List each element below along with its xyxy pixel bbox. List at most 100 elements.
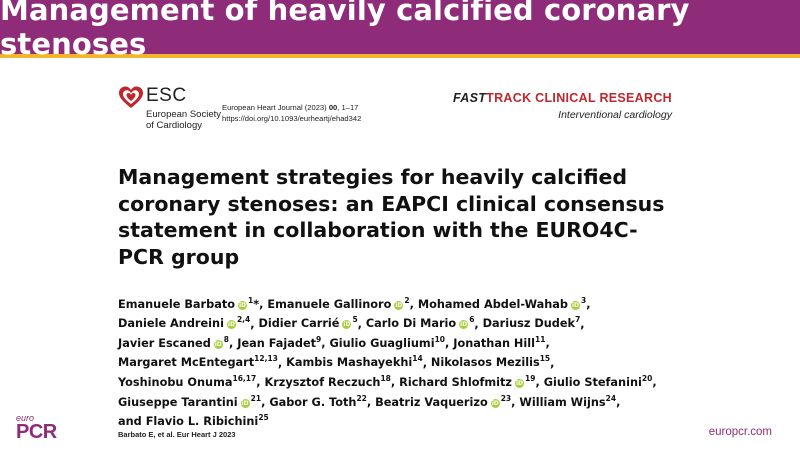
orcid-icon[interactable]: iD	[571, 300, 581, 310]
author-affiliation: 24	[605, 393, 617, 403]
author-affiliation: 21	[250, 393, 262, 403]
orcid-icon[interactable]: iD	[238, 300, 248, 310]
author-name: Daniele Andreini	[118, 317, 224, 331]
orcid-icon[interactable]: iD	[213, 339, 223, 349]
website-link[interactable]: europcr.com	[708, 426, 772, 438]
author-affiliation: 9	[316, 335, 322, 345]
author-name: Nikolasos Mezilis	[430, 356, 540, 370]
author-affiliation: 1	[248, 296, 254, 305]
orcid-icon[interactable]: iD	[240, 398, 250, 408]
orcid-icon[interactable]: iD	[342, 320, 352, 330]
fasttrack-prefix: FAST	[453, 91, 487, 105]
author-name: Flavio L. Ribichini	[145, 415, 259, 429]
author: Jean Fajadet9	[237, 335, 322, 350]
author-name: Krzysztof Reczuch	[264, 376, 381, 390]
author-name: Mohamed Abdel-Wahab	[417, 297, 569, 311]
journal-reference: European Heart Journal (2023) 00, 1–17	[222, 103, 358, 112]
author-name: Margaret McEntegart	[118, 356, 255, 370]
author-affiliation: 16,17	[232, 374, 257, 384]
author-name: Javier Escaned	[118, 336, 211, 350]
doi-link[interactable]: https://doi.org/10.1093/eurheartj/ehad34…	[222, 114, 362, 123]
author-affiliation: 11	[535, 335, 546, 345]
author: Daniele Andreini iD2,4	[118, 315, 251, 331]
author: Yoshinobu Onuma16,17	[118, 374, 257, 390]
author: Krzysztof Reczuch18	[264, 374, 390, 390]
esc-heart-icon	[119, 86, 143, 108]
paper-title: Management strategies for heavily calcif…	[118, 165, 665, 269]
author-name: Dariusz Dudek	[482, 317, 576, 331]
corresponding-mark: *	[253, 297, 260, 311]
author-name: Beatriz Vaquerizo	[375, 395, 488, 409]
author: Carlo Di Mario iD6	[365, 315, 475, 331]
author: Nikolasos Mezilis15	[430, 354, 551, 370]
citation: Barbato E, et al. Eur Heart J 2023	[118, 430, 236, 439]
author-affiliation: 23	[500, 393, 512, 403]
fasttrack-label: FASTTRACK CLINICAL RESEARCH	[453, 91, 672, 105]
author-name: Richard Shlofmitz	[399, 376, 513, 390]
author-affiliation: 6	[469, 315, 475, 325]
author: Jonathan Hill11	[453, 335, 546, 350]
author-name: Carlo Di Mario	[365, 317, 457, 331]
esc-logo: ESC European Society of Cardiology	[118, 85, 221, 131]
author-name: Emanuele Gallinoro	[267, 297, 392, 311]
fasttrack-suffix: TRACK CLINICAL RESEARCH	[486, 91, 672, 105]
author: Javier Escaned iD8	[118, 335, 229, 350]
author-affiliation: 2	[404, 296, 410, 305]
author-affiliation: 22	[356, 393, 367, 403]
author: Beatriz Vaquerizo iD23	[375, 393, 512, 409]
author: Giulio Stefanini20	[543, 374, 653, 390]
esc-name: ESC	[146, 85, 187, 106]
author-affiliation: 7	[575, 315, 581, 325]
author-name: Emanuele Barbato	[118, 297, 236, 311]
author: Giuseppe Tarantini iD21	[118, 393, 262, 409]
author-affiliation: 2,4	[236, 315, 251, 325]
author-affiliation: 5	[352, 315, 358, 325]
author: Kambis Mashayekhi14	[286, 354, 423, 370]
author: and Flavio L. Ribichini25	[118, 413, 269, 429]
journal-name: European Heart Journal (2023)	[222, 103, 327, 112]
europcr-logo-pcr: PCR	[16, 421, 57, 443]
author-name: Jonathan Hill	[453, 336, 535, 350]
author-affiliation: 14	[412, 354, 423, 364]
author-name: Giulio Guagliumi	[329, 336, 435, 350]
journal-pages: , 1–17	[337, 103, 359, 112]
author: Gabor G. Toth22	[269, 393, 367, 409]
section-label: Interventional cardiology	[558, 109, 672, 121]
author-affiliation: 19	[525, 374, 536, 384]
author: Emanuele Barbato iD1*	[118, 296, 260, 311]
author-affiliation: 12,13	[254, 354, 278, 364]
esc-subtitle-1: European Society	[146, 109, 221, 120]
author-affiliation: 3	[581, 296, 587, 305]
author: William Wijns24	[519, 393, 617, 409]
orcid-icon[interactable]: iD	[226, 320, 236, 330]
orcid-icon[interactable]: iD	[459, 320, 469, 330]
author: Dariusz Dudek7	[482, 315, 581, 331]
author-list: Emanuele Barbato iD1*, Emanuele Gallinoro…	[118, 296, 657, 429]
author-name: Didier Carrié	[258, 317, 340, 331]
author-affiliation: 10	[434, 335, 446, 345]
author: Didier Carrié iD5	[258, 315, 358, 331]
author-name: Jean Fajadet	[237, 336, 317, 350]
europcr-logo: euro PCR	[16, 413, 60, 443]
author-prefix: and	[118, 415, 146, 429]
author-name: Kambis Mashayekhi	[286, 356, 413, 370]
author-affiliation: 15	[539, 354, 551, 364]
author-affiliation: 25	[258, 413, 269, 423]
author: Emanuele Gallinoro iD2	[267, 296, 410, 311]
author-name: Yoshinobu Onuma	[118, 376, 233, 390]
orcid-icon[interactable]: iD	[490, 398, 500, 408]
author-affiliation: 8	[223, 335, 229, 345]
journal-volume: 00	[328, 103, 338, 112]
author-name: William Wijns	[519, 395, 606, 409]
title-banner: Management of heavily calcified coronary…	[0, 0, 800, 61]
orcid-icon[interactable]: iD	[394, 300, 404, 310]
author-affiliation: 20	[641, 374, 653, 384]
author-name: Gabor G. Toth	[269, 395, 357, 409]
author: Giulio Guagliumi10	[329, 335, 446, 350]
author-name: Giulio Stefanini	[543, 376, 642, 390]
orcid-icon[interactable]: iD	[515, 379, 525, 389]
author: Richard Shlofmitz iD19	[399, 374, 536, 390]
author-name: Giuseppe Tarantini	[118, 395, 238, 409]
europcr-logo-euro: euro	[16, 413, 35, 423]
esc-subtitle-2: of Cardiology	[146, 120, 202, 131]
